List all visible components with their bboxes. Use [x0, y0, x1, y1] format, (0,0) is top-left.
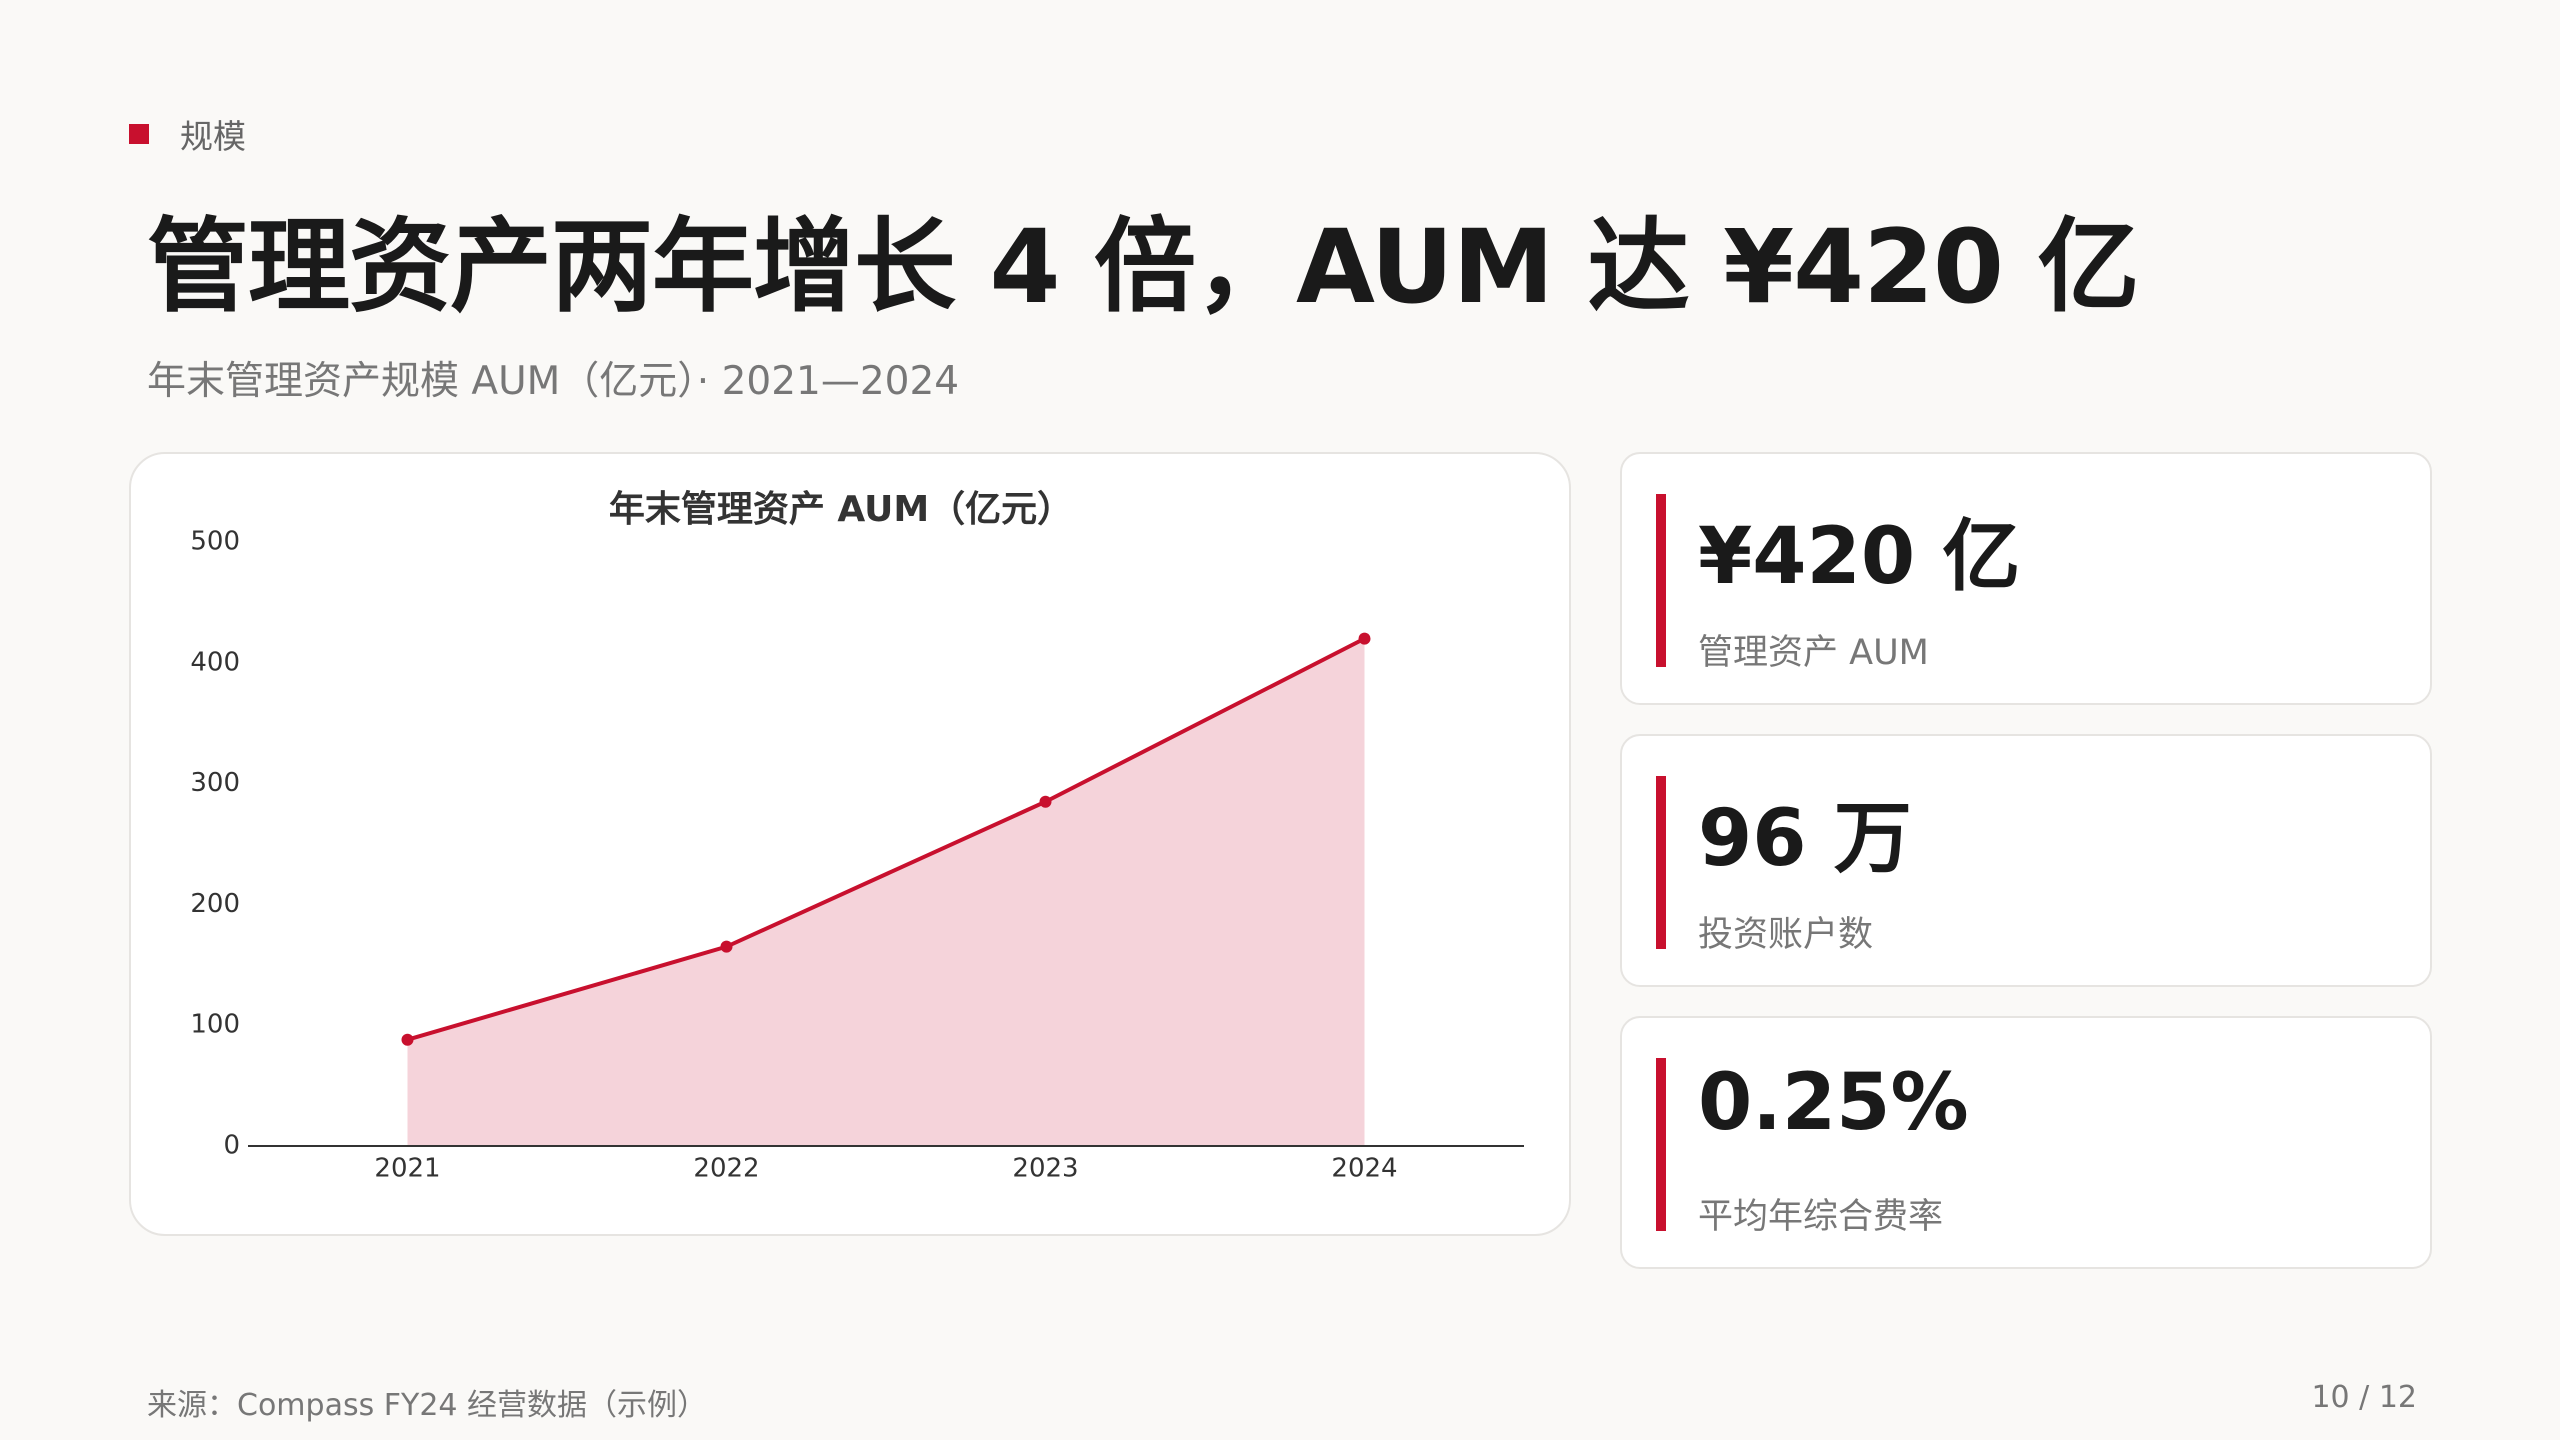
x-tick-label: 2023: [1012, 1154, 1078, 1184]
kpi-card: 96 万投资账户数: [1620, 734, 2432, 987]
x-tick-label: 2022: [693, 1154, 759, 1184]
y-tick-label: 0: [223, 1131, 240, 1161]
chart-title: 年末管理资产 AUM（亿元）: [609, 489, 1073, 530]
page-number: 10 / 12: [2311, 1380, 2417, 1415]
kpi-label: 投资账户数: [1698, 915, 1874, 955]
data-point: [720, 940, 733, 953]
kpi-card: ¥420 亿管理资产 AUM: [1620, 452, 2432, 705]
line: [406, 636, 1366, 1042]
x-tick-label: 2024: [1331, 1154, 1397, 1184]
y-tick-label: 500: [190, 527, 240, 557]
kpi-card: 0.25% 平均年综合费率: [1620, 1016, 2432, 1269]
section-marker: [129, 124, 149, 144]
kpi-label: 平均年综合费率: [1698, 1197, 1944, 1237]
data-point: [401, 1033, 414, 1046]
y-tick-label: 200: [190, 889, 240, 919]
data-point: [1039, 795, 1052, 808]
kpi-value: ¥420 亿: [1698, 512, 2021, 602]
kpi-accent: [1656, 1058, 1666, 1231]
y-tick-label: 400: [190, 647, 240, 677]
x-tick-label: 2021: [374, 1154, 440, 1184]
kpi-value: 96 万: [1698, 794, 1912, 884]
slide-title: 管理资产两年增长 4 倍，AUM 达 ¥420 亿: [147, 208, 2140, 327]
source-note: 来源：Compass FY24 经营数据（示例）: [147, 1388, 708, 1423]
kpi-accent: [1656, 776, 1666, 949]
section-label: 规模: [180, 117, 246, 156]
y-tick-label: 100: [190, 1010, 240, 1040]
slide-subtitle: 年末管理资产规模 AUM（亿元）· 2021—2024: [147, 359, 960, 404]
area-fill: [407, 638, 1365, 1146]
y-tick-label: 300: [190, 768, 240, 798]
kpi-value: 0.25%: [1698, 1058, 1969, 1148]
kpi-accent: [1656, 494, 1666, 667]
data-point: [1358, 632, 1371, 645]
kpi-label: 管理资产 AUM: [1698, 633, 1929, 673]
